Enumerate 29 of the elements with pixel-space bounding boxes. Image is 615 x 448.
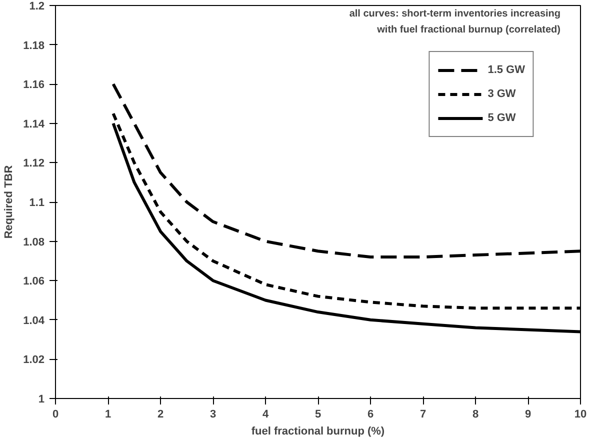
x-axis-title: fuel fractional burnup (%) [251, 426, 385, 438]
y-tick-label: 1.1 [29, 197, 45, 209]
legend-label: 3 GW [488, 88, 516, 100]
x-tick-label: 3 [210, 408, 216, 420]
annotation: with fuel fractional burnup (correlated) [376, 24, 561, 36]
y-tick-label: 1 [38, 394, 45, 406]
y-tick-label: 1.02 [23, 354, 45, 366]
y-tick-label: 1.08 [23, 236, 45, 248]
y-axis-title: Required TBR [3, 165, 16, 239]
y-tick-label: 1.06 [23, 276, 45, 288]
y-tick-label: 1.18 [23, 40, 45, 52]
x-tick-label: 5 [314, 408, 322, 420]
x-tick-label: 6 [367, 408, 374, 420]
x-tick-label: 8 [472, 408, 479, 420]
x-tick-label: 0 [52, 408, 59, 420]
legend-label: 5 GW [488, 112, 516, 124]
y-tick-label: 1.14 [23, 118, 46, 130]
x-tick-label: 1 [104, 408, 112, 420]
x-tick-label: 4 [262, 408, 270, 420]
x-tick-label: 7 [420, 408, 426, 420]
x-tick-label: 10 [574, 408, 587, 420]
x-tick-label: 9 [524, 408, 532, 420]
y-tick-label: 1.12 [23, 158, 45, 170]
x-tick-label: 2 [157, 408, 164, 420]
annotation: all curves: short-term inventories increasing [349, 8, 561, 20]
y-tick-label: 1.16 [23, 79, 45, 92]
y-tick-label: 1.2 [29, 0, 45, 12]
y-tick-label: 1.04 [23, 314, 46, 327]
legend-label: 1.5 GW [488, 64, 525, 76]
